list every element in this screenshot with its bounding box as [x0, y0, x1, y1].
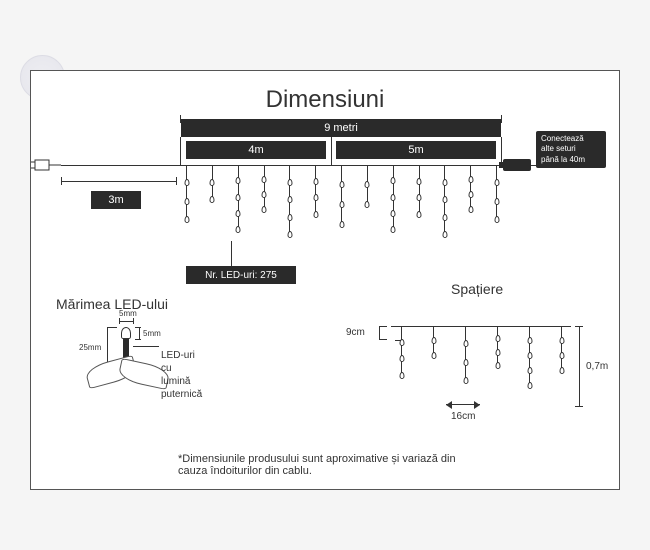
spacing-diagram: 9cm 16cm 0,7m: [351, 311, 601, 441]
plug-icon: [31, 156, 61, 174]
footnote: *Dimensiunile produsului sunt aproximati…: [178, 453, 472, 477]
page-title: Dimensiuni: [266, 86, 385, 114]
segment-left-bar: 4m: [186, 141, 326, 159]
total-length-bar: 9 metri: [181, 119, 501, 137]
main-cable: [61, 165, 521, 166]
segment-right-bar: 5m: [336, 141, 496, 159]
cable-length-bar: 3m: [91, 191, 141, 209]
led-detail-title: Mărimea LED-ului: [56, 296, 168, 312]
led-detail-diagram: 5mm 5mm 25mm LED-uri cu lumină puternică: [51, 321, 201, 441]
diagram-canvas: Dimensiuni 9 metri 4m 5m 3m Conectează a…: [30, 70, 620, 490]
spacing-title: Spațiere: [451, 281, 503, 297]
connection-note: Conectează alte seturi până la 40m: [536, 131, 606, 168]
connector-icon: [503, 159, 531, 171]
led-count-bar: Nr. LED-uri: 275: [186, 266, 296, 284]
